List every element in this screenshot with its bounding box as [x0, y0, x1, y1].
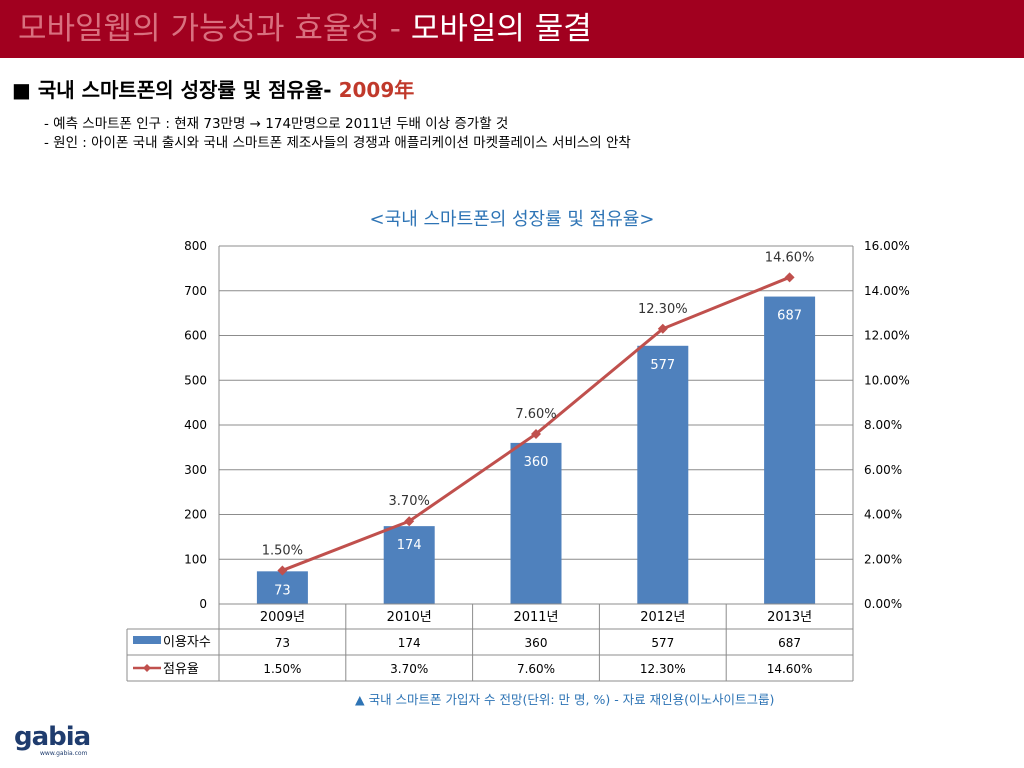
table-cell: 577: [651, 636, 674, 650]
y-right-tick-label: 4.00%: [864, 508, 902, 522]
logo-url: www.gabia.com: [40, 750, 88, 757]
y-left-tick-label: 200: [184, 508, 207, 522]
table-cell: 73: [275, 636, 290, 650]
y-left-tick-label: 100: [184, 552, 207, 566]
slide-title-sub: 모바일의 물결: [410, 11, 592, 47]
x-tick-label: 2013년: [767, 610, 812, 625]
bar-value-label: 174: [397, 538, 422, 553]
table-cell: 7.60%: [517, 662, 555, 676]
y-left-tick-label: 600: [184, 329, 207, 343]
x-tick-label: 2011년: [513, 610, 558, 625]
chart-footnote: ▲ 국내 스마트폰 가입자 수 전망(단위: 만 명, %) - 자료 재인용(…: [355, 692, 775, 707]
share-value-label: 1.50%: [262, 543, 303, 558]
gabia-logo: gabia www.gabia.com: [14, 722, 91, 757]
y-right-tick-label: 0.00%: [864, 597, 902, 611]
share-point-3: [531, 428, 541, 439]
y-left-tick-label: 400: [184, 418, 207, 432]
share-point-5: [784, 272, 795, 283]
bar-4: [637, 345, 689, 604]
y-right-tick-label: 16.00%: [864, 239, 910, 253]
legend-bar-label: 이용자수: [163, 635, 211, 650]
section-heading-text: ■ 국내 스마트폰의 성장률 및 점유율-: [12, 78, 339, 102]
y-left-tick-label: 500: [184, 373, 207, 387]
y-right-tick-label: 8.00%: [864, 418, 902, 432]
legend-line-marker: [143, 664, 151, 672]
legend-bar-swatch: [133, 636, 161, 644]
bar-2: [383, 526, 435, 604]
share-value-label: 7.60%: [515, 407, 556, 422]
table-cell: 12.30%: [640, 662, 686, 676]
share-value-label: 3.70%: [389, 494, 430, 509]
table-cell: 1.50%: [263, 662, 301, 676]
bullet-cause: - 원인 : 아이폰 국내 출시와 국내 스마트폰 제조사들의 경쟁과 애플리케…: [44, 135, 631, 151]
legend-line-label: 점유율: [163, 662, 199, 677]
y-right-tick-label: 10.00%: [864, 373, 910, 387]
bar-value-label: 577: [650, 358, 675, 373]
bar-1: [256, 571, 308, 604]
y-right-tick-label: 2.00%: [864, 552, 902, 566]
chart-title: <국내 스마트폰의 성장률 및 점유율>: [369, 209, 655, 230]
slide-title: 모바일웹의 가능성과 효율성 - 모바일의 물결: [18, 10, 592, 48]
slide-title-main: 모바일웹의 가능성과 효율성 -: [18, 11, 411, 47]
table-cell: 360: [525, 636, 548, 650]
share-value-label: 14.60%: [765, 250, 815, 265]
share-point-2: [404, 516, 415, 527]
y-right-tick-label: 14.00%: [864, 284, 910, 298]
bar-value-label: 73: [274, 583, 291, 598]
share-value-label: 12.30%: [638, 302, 688, 317]
share-point-1: [277, 565, 288, 576]
bullet-forecast: - 예측 스마트폰 인구 : 현재 73만명 → 174만명으로 2011년 두…: [44, 116, 509, 132]
y-left-tick-label: 0: [199, 597, 207, 611]
bar-value-label: 687: [777, 309, 802, 324]
y-left-tick-label: 300: [184, 463, 207, 477]
table-cell: 687: [778, 636, 801, 650]
x-tick-label: 2010년: [387, 610, 432, 625]
table-cell: 3.70%: [390, 662, 428, 676]
x-tick-label: 2012년: [640, 610, 685, 625]
x-tick-label: 2009년: [260, 610, 305, 625]
section-heading-year: 2009年: [338, 78, 415, 102]
table-cell: 174: [398, 636, 421, 650]
y-left-tick-label: 700: [184, 284, 207, 298]
y-right-tick-label: 6.00%: [864, 463, 902, 477]
share-point-4: [657, 323, 668, 334]
bar-3: [510, 442, 562, 604]
title-bar: 모바일웹의 가능성과 효율성 - 모바일의 물결: [0, 0, 1024, 58]
table-cell: 14.60%: [767, 662, 813, 676]
y-right-tick-label: 12.00%: [864, 329, 910, 343]
section-heading: ■ 국내 스마트폰의 성장률 및 점유율- 2009年: [12, 74, 414, 103]
bar-value-label: 360: [524, 455, 549, 470]
logo-wordmark: gabia: [14, 722, 91, 752]
y-left-tick-label: 800: [184, 239, 207, 253]
bar-5: [764, 296, 816, 604]
